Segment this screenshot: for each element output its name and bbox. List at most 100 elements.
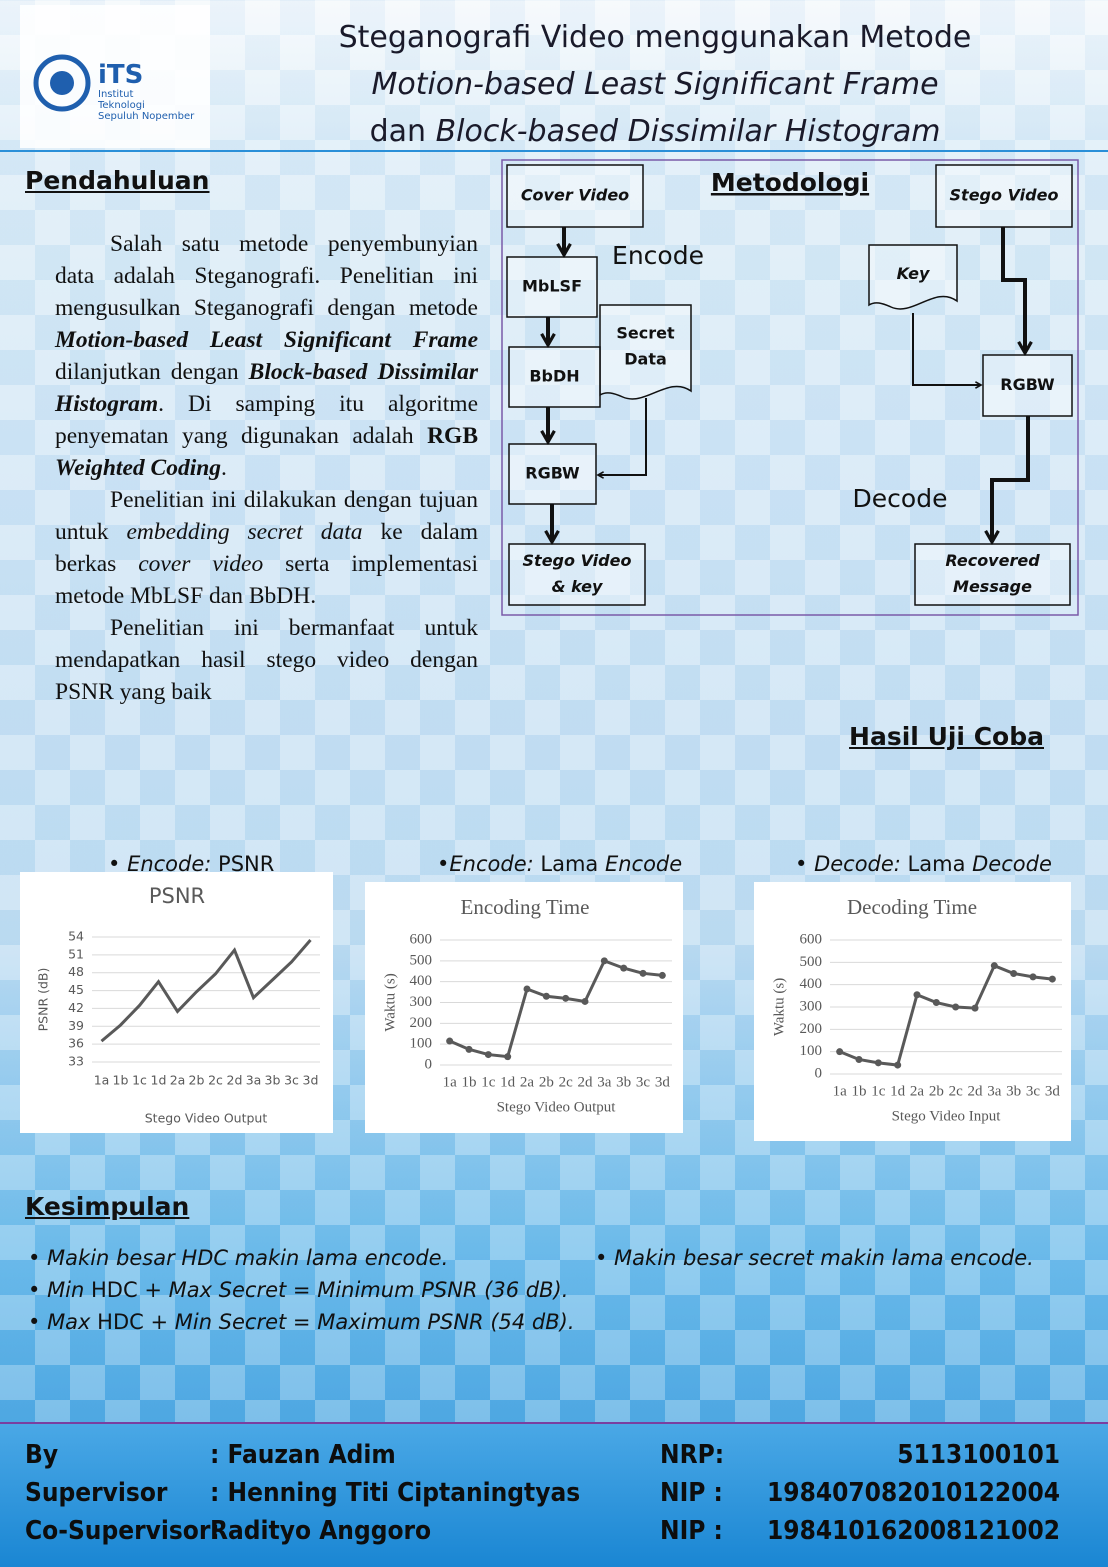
- text-run: .: [221, 455, 227, 481]
- y-tick-label: 0: [815, 1065, 823, 1081]
- text-run: Encode: [604, 852, 683, 876]
- point: [913, 991, 921, 999]
- x-tick-label: 2a: [520, 1074, 535, 1090]
- text-run: Encode:: [449, 852, 534, 876]
- text-run: Block-based Dissimilar Histogram: [55, 359, 478, 417]
- y-tick-label: 600: [410, 931, 433, 947]
- point: [836, 1048, 844, 1056]
- footer-text: 5113100101: [897, 1440, 1060, 1470]
- x-tick-label: 3a: [597, 1074, 612, 1090]
- y-tick-label: 200: [410, 1015, 433, 1031]
- x-axis-label: Stego Video Output: [497, 1099, 617, 1115]
- x-tick-label: 3d: [303, 1073, 319, 1088]
- chart-title: Encoding Time: [461, 895, 590, 919]
- point: [562, 994, 570, 1002]
- title-line: dan Block-based Dissimilar Histogram: [210, 108, 1100, 155]
- footer-text: Radityo Anggoro: [210, 1516, 432, 1546]
- encode-label: Encode: [612, 241, 704, 270]
- line: [100, 938, 312, 1043]
- title: Steganografi Video menggunakan Metode Mo…: [210, 14, 1100, 155]
- section-heading: Kesimpulan: [25, 1192, 190, 1221]
- chart-caption: •Encode: Lama Encode: [437, 852, 682, 876]
- y-tick-label: 200: [800, 1021, 823, 1037]
- point: [484, 1051, 492, 1059]
- x-tick-label: 1d: [890, 1083, 906, 1099]
- point: [990, 962, 998, 970]
- text-run: Steganografi Video menggunakan Metode: [338, 20, 972, 55]
- x-tick-label: 1b: [852, 1083, 867, 1099]
- x-tick-label: 3d: [1045, 1083, 1061, 1099]
- footer-text: NIP :: [660, 1516, 723, 1546]
- logo-emblem: [33, 54, 91, 112]
- section-heading: Pendahuluan: [25, 166, 210, 195]
- text-run: embedding secret data: [126, 519, 363, 545]
- x-axis-label: Stego Video Input: [892, 1108, 1002, 1124]
- x-tick-label: 2b: [929, 1083, 944, 1099]
- text-run: + Min Secret = Maximum PSNR (54 dB).: [150, 1310, 575, 1334]
- y-tick-label: 39: [68, 1018, 84, 1033]
- chart: PSNR 33 36 39 42 45 48 51 54 1a 1b 1c 1d 2a 2b 2c 2d 3a 3b…: [20, 872, 333, 1133]
- y-tick-label: 48: [68, 964, 84, 979]
- y-tick-label: 45: [68, 982, 84, 997]
- node-box: [508, 346, 601, 408]
- x-tick-label: 3c: [636, 1074, 651, 1090]
- chart: Encoding Time 0 100 200 300 400 500 600 1a 1b 1c 1d…: [365, 882, 683, 1133]
- text-run: Lama: [533, 852, 605, 876]
- y-tick-label: 300: [800, 998, 823, 1014]
- text-run: serta implementasi metode MbLSF dan BbDH…: [55, 551, 478, 609]
- x-tick-label: 3c: [1026, 1083, 1041, 1099]
- logo-panel: iTS Institut Teknologi Sepuluh Nopember: [20, 5, 210, 148]
- thin-arrows: [596, 313, 983, 479]
- text-run: Penelitian ini dilakukan dengan tujuan u…: [55, 487, 478, 545]
- paragraph: Penelitian ini bermanfaat untuk mendapat…: [55, 612, 478, 708]
- text-run: Decode: [972, 852, 1052, 876]
- x-tick-label: 1b: [462, 1074, 477, 1090]
- x-tick-label: 1a: [833, 1083, 848, 1099]
- text-run: Block-based Dissimilar Histogram: [435, 114, 941, 149]
- y-tick-label: 36: [68, 1036, 84, 1051]
- x-tick-label: 1a: [443, 1074, 458, 1090]
- footer-text: : Fauzan Adim: [210, 1440, 396, 1470]
- paragraph: Salah satu metode penyembunyian data ada…: [55, 228, 478, 484]
- x-tick-label: 3a: [246, 1073, 262, 1088]
- x-tick-label: 2d: [227, 1073, 243, 1088]
- point: [639, 969, 647, 977]
- footer-text: 198410162008121002: [767, 1516, 1060, 1546]
- node-label: RGBW: [525, 464, 580, 483]
- x-tick-label: 1d: [151, 1073, 167, 1088]
- title-line: Steganografi Video menggunakan Metode: [210, 14, 1100, 61]
- arrow: [912, 313, 983, 389]
- node-label: RGBW: [1000, 375, 1055, 394]
- point: [658, 971, 666, 979]
- point: [1048, 975, 1056, 983]
- text-run: •: [28, 1278, 48, 1302]
- point: [542, 992, 550, 1000]
- x-axis-label: Stego Video Output: [145, 1111, 268, 1126]
- node-label: BbDH: [529, 367, 579, 386]
- chart-title: PSNR: [149, 884, 205, 908]
- conclusion-item: • Makin besar HDC makin lama encode.: [28, 1246, 448, 1270]
- text-run: Min: [47, 1278, 85, 1302]
- x-tick-label: 2a: [170, 1073, 186, 1088]
- arrow: [596, 398, 647, 479]
- point: [1029, 973, 1037, 981]
- diagram-border: [501, 159, 1079, 616]
- logo-mark: iTS: [98, 60, 143, 90]
- text-run: Max: [47, 1310, 91, 1334]
- method-diagram: Metodologi Encode Decode Cover Video MbLS…: [501, 159, 1079, 616]
- y-tick-label: 500: [800, 954, 823, 970]
- point: [952, 1003, 960, 1011]
- node-document: [599, 304, 692, 400]
- point: [1010, 970, 1018, 977]
- footer-text: NRP:: [660, 1440, 725, 1470]
- footer-text: NIP :: [660, 1478, 723, 1508]
- x-tick-label: 1d: [500, 1074, 516, 1090]
- x-tick-label: 3b: [1006, 1083, 1021, 1099]
- point: [581, 997, 589, 1005]
- footer-text: : Henning Titi Ciptaningtyas: [210, 1478, 581, 1508]
- text-run: . Di samping itu algoritme penyematan ya…: [55, 391, 478, 449]
- x-tick-label: 3d: [655, 1074, 671, 1090]
- text-run: Salah satu metode penyembunyian data ada…: [55, 231, 478, 321]
- x-tick-label: 1a: [94, 1073, 110, 1088]
- y-tick-label: 500: [410, 952, 433, 968]
